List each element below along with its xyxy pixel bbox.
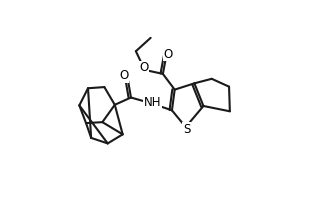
Text: NH: NH bbox=[144, 96, 161, 109]
Text: S: S bbox=[183, 123, 190, 136]
Text: O: O bbox=[164, 48, 173, 61]
Text: O: O bbox=[119, 69, 128, 82]
Text: O: O bbox=[139, 61, 148, 74]
